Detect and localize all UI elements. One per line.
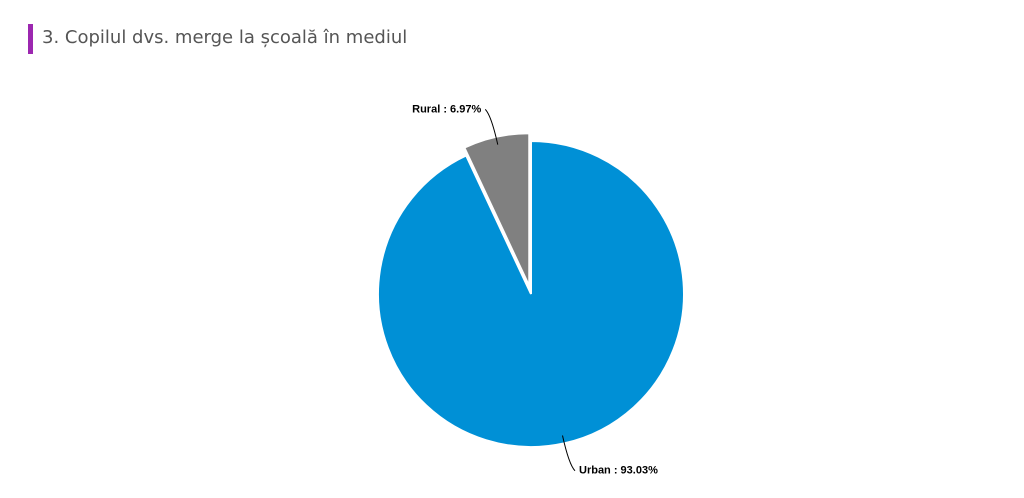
data-label: Urban : 93.03% <box>579 465 658 477</box>
leader-line <box>562 435 576 472</box>
pie-slice <box>377 139 685 448</box>
data-label: Rural : 6.97% <box>412 103 481 115</box>
title-accent <box>28 24 33 54</box>
chart-title: 3. Copilul dvs. merge la școală în mediu… <box>42 27 408 48</box>
leader-line <box>484 109 499 145</box>
